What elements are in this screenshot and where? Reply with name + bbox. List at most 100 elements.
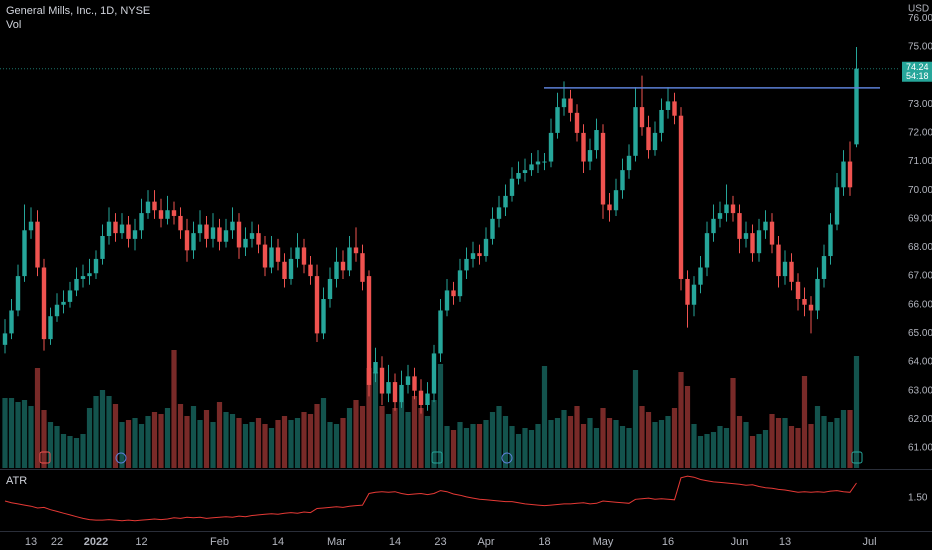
candle-body — [815, 278, 820, 311]
candle-body — [126, 224, 131, 239]
candle-body — [48, 316, 53, 340]
volume-bar — [801, 376, 808, 468]
candle-body — [535, 161, 541, 165]
candle-body — [28, 221, 34, 231]
volume-bar — [294, 418, 301, 468]
volume-bar — [353, 400, 359, 468]
candle-body — [639, 107, 645, 128]
volume-layer — [2, 350, 860, 468]
volume-bar — [28, 406, 34, 468]
candle-body — [626, 155, 632, 171]
volume-bar — [93, 396, 99, 468]
earnings-icon[interactable] — [431, 451, 443, 464]
candle-body — [145, 201, 151, 214]
candle-body — [152, 201, 157, 211]
volume-bar — [489, 412, 496, 468]
candle-body — [178, 215, 183, 231]
volume-bar — [704, 434, 710, 468]
candle-body — [74, 278, 79, 291]
volume-bar — [548, 420, 554, 468]
candle-body — [262, 244, 268, 268]
volume-bar — [762, 430, 769, 468]
volume-bar — [210, 422, 216, 468]
volume-bar — [262, 424, 268, 468]
volume-bar — [450, 430, 457, 468]
y-tick-label: 62.00 — [908, 414, 932, 425]
candle-body — [483, 238, 489, 257]
candle-body — [334, 261, 339, 279]
candle-body — [431, 353, 437, 394]
volume-bar — [164, 408, 171, 468]
candle-body — [587, 150, 593, 162]
candle-body — [314, 276, 320, 334]
candle-body — [236, 221, 242, 248]
candle-body — [841, 161, 846, 188]
candle-body — [711, 218, 716, 234]
candle-body — [555, 107, 560, 133]
volume-bar — [21, 400, 28, 468]
candle-body — [399, 384, 404, 403]
candle-body — [652, 132, 658, 151]
candle-body — [665, 101, 671, 110]
candle-body — [490, 218, 495, 239]
dividend-icon[interactable] — [115, 452, 127, 464]
volume-bar — [600, 408, 606, 468]
earnings-icon[interactable] — [39, 451, 51, 464]
candle-body — [496, 207, 502, 219]
volume-bar — [587, 418, 593, 468]
candle-body — [340, 261, 346, 271]
candle-body — [139, 213, 144, 231]
volume-bar — [80, 434, 86, 468]
dividend-icon[interactable] — [501, 452, 513, 464]
volume-bar — [444, 426, 450, 468]
volume-bar — [314, 404, 320, 468]
candle-body — [87, 273, 92, 277]
volume-bar — [580, 424, 587, 468]
candle-body — [854, 68, 859, 145]
volume-bar — [535, 424, 541, 468]
y-tick-label: 73.00 — [908, 99, 932, 110]
volume-bar — [476, 424, 483, 468]
x-tick-label: Jul — [862, 536, 876, 548]
volume-bar — [593, 428, 600, 468]
candle-body — [80, 276, 86, 279]
volume-bar — [112, 404, 119, 468]
volume-bar — [359, 406, 366, 468]
volume-bar — [229, 414, 236, 468]
volume-bar — [385, 414, 392, 468]
y-tick-label: 66.00 — [908, 299, 932, 310]
volume-bar — [60, 434, 67, 468]
volume-bar — [125, 420, 132, 468]
volume-bar — [853, 356, 860, 468]
x-tick-label: Jun — [731, 536, 749, 548]
volume-bar — [379, 406, 385, 468]
candle-body — [360, 253, 365, 282]
x-tick-label: Apr — [477, 536, 494, 548]
x-tick-label: 14 — [389, 536, 401, 548]
candle-body — [288, 258, 294, 279]
last-price-box — [902, 61, 932, 82]
candle-body — [756, 230, 762, 254]
atr-line — [4, 475, 857, 522]
candle-body — [607, 204, 612, 211]
volume-bar — [463, 428, 470, 468]
candle-body — [425, 393, 430, 405]
volume-bar — [613, 420, 619, 468]
candle-body — [763, 221, 768, 231]
y-tick-label: 76.00 — [908, 13, 932, 24]
x-tick-label: 16 — [662, 536, 674, 548]
candle-body — [223, 230, 229, 242]
volume-bar — [73, 438, 80, 468]
countdown-label: 54:18 — [906, 71, 929, 81]
candle-body — [470, 253, 476, 259]
candle-body — [743, 233, 749, 239]
y-tick-label: 70.00 — [908, 185, 932, 196]
volume-bar — [411, 396, 418, 468]
candle-body — [204, 224, 209, 239]
earnings-icon[interactable] — [851, 451, 863, 464]
volume-bar — [301, 412, 307, 468]
candle-body — [750, 233, 755, 254]
volume-bar — [567, 416, 574, 468]
volume-bar — [821, 416, 827, 468]
volume-bar — [437, 364, 444, 468]
